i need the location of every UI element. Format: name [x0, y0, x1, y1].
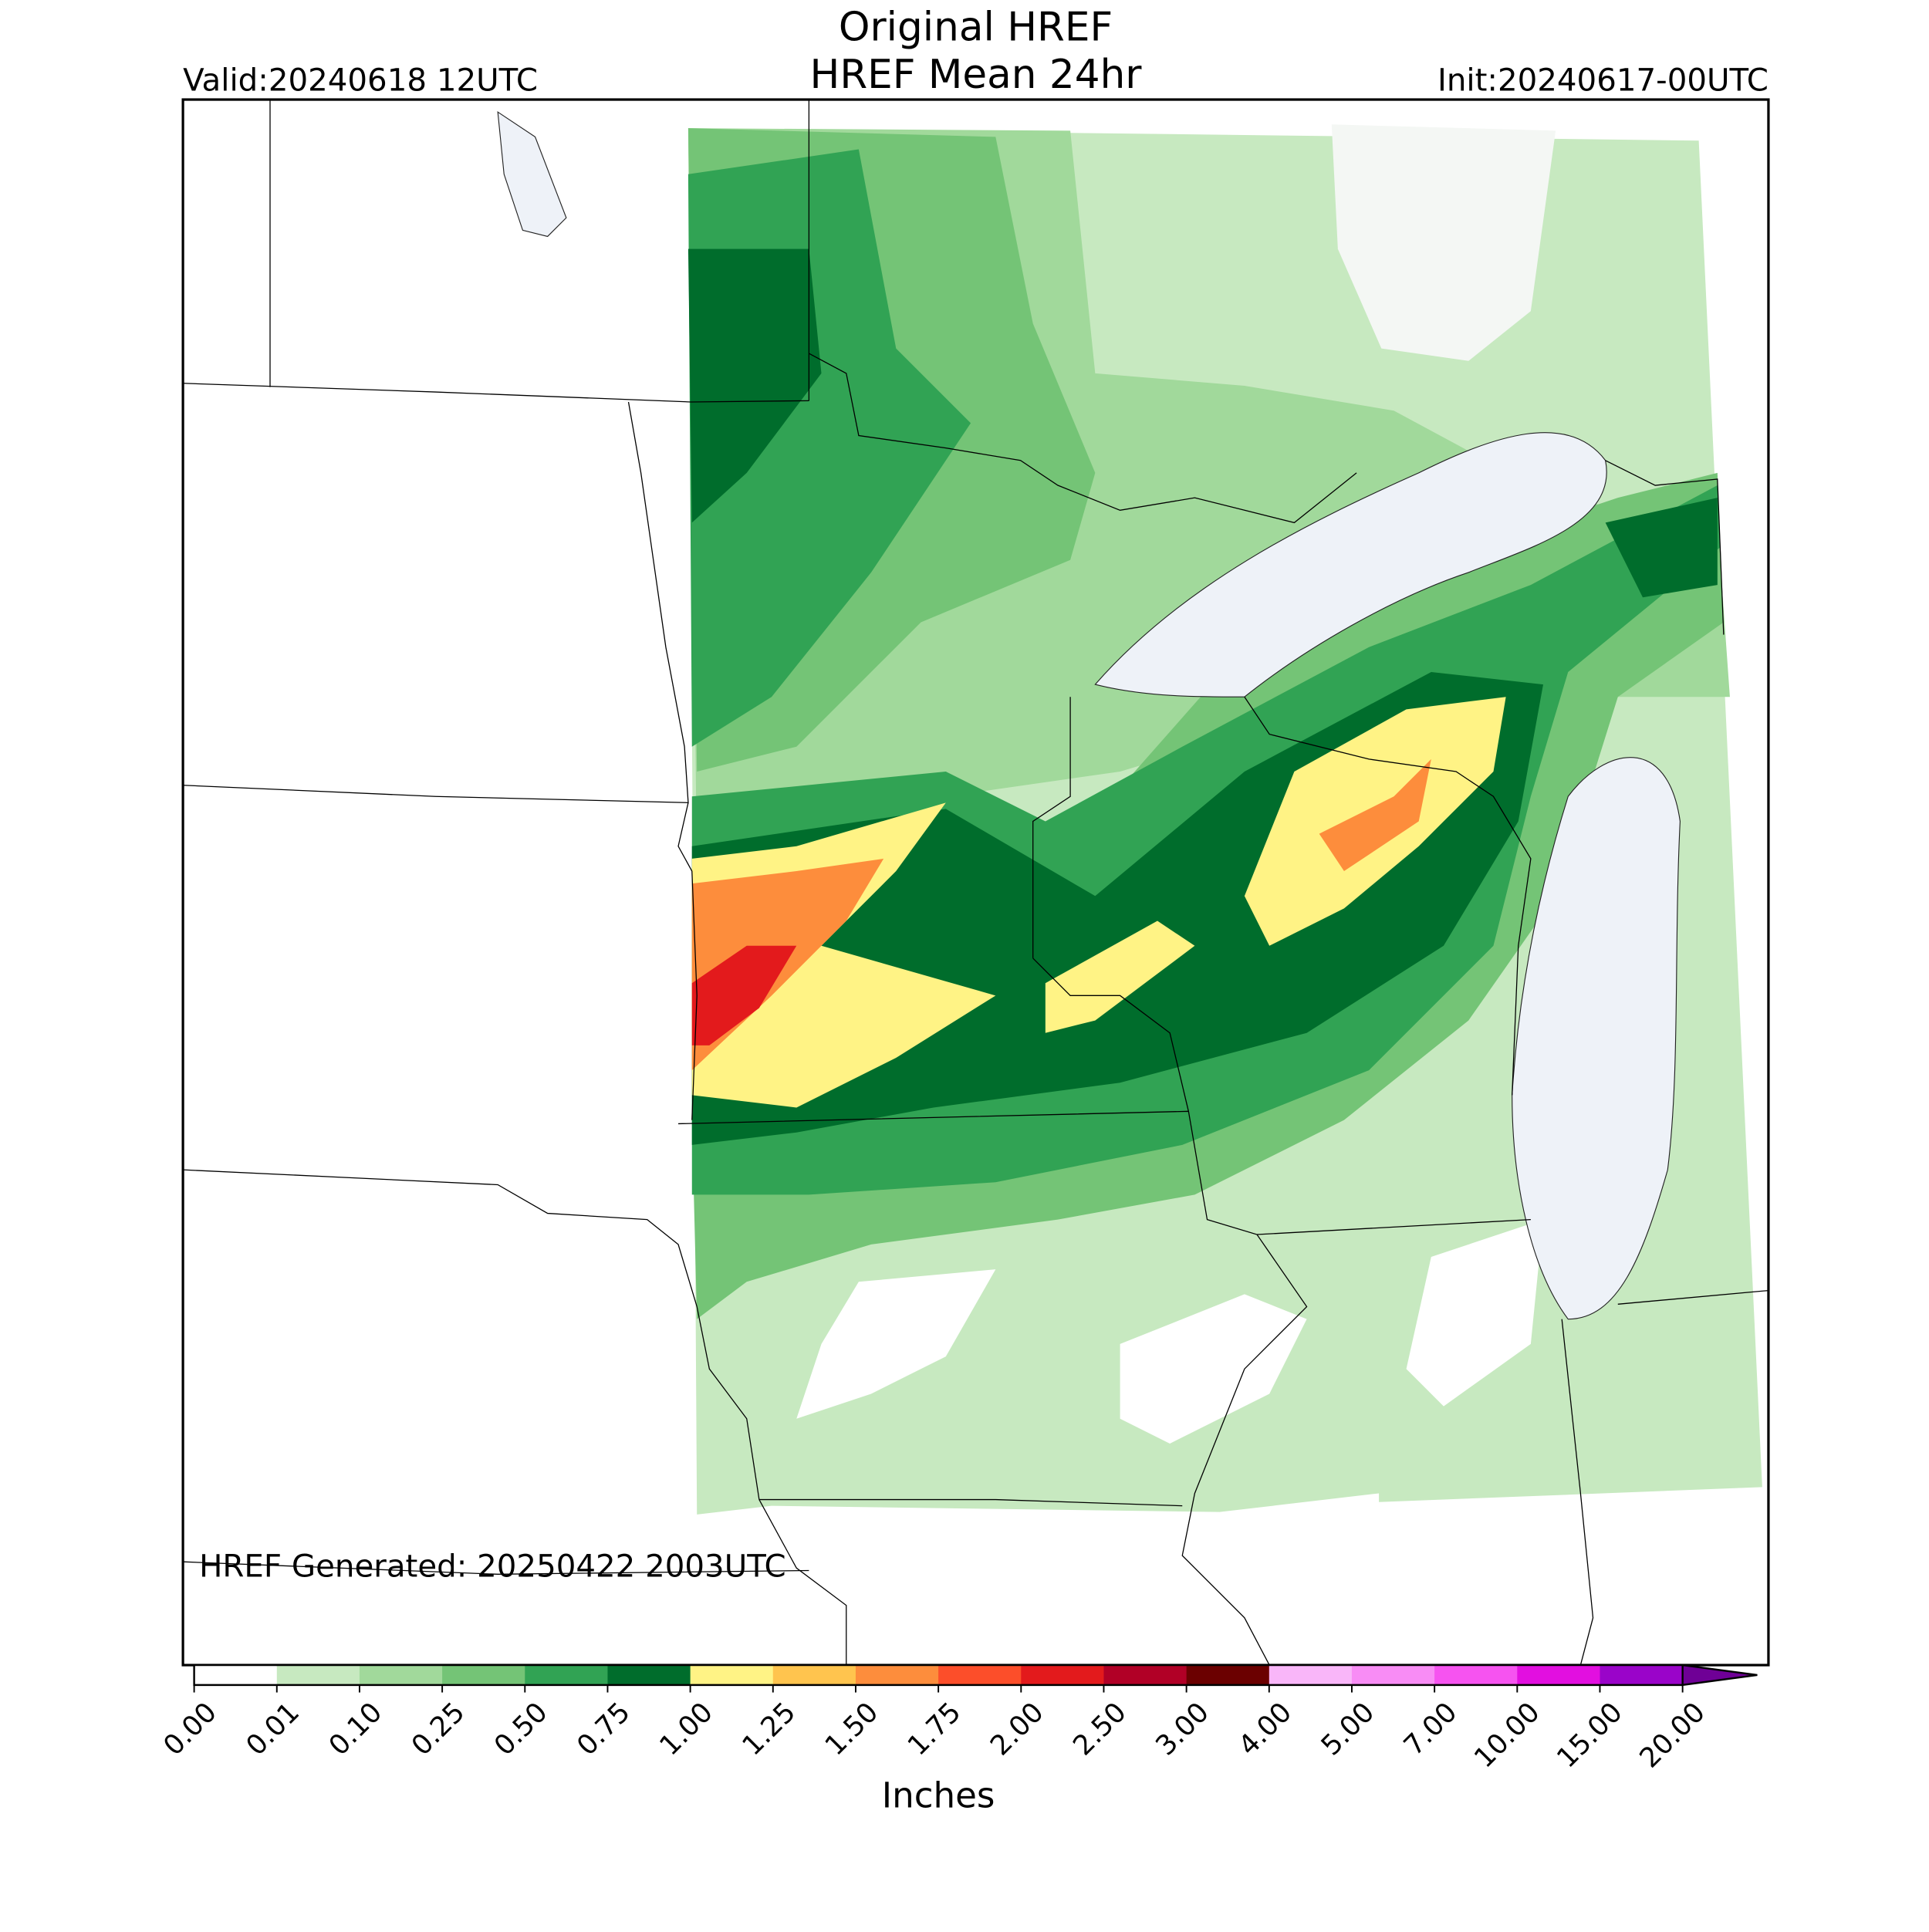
lake-superior [1094, 432, 1607, 697]
colorbar-swatch [442, 1665, 526, 1685]
precip-1.00 [1045, 920, 1195, 1033]
colorbar-swatch [1269, 1665, 1353, 1685]
border [1617, 1289, 1769, 1305]
subtitle: HREF Mean 24hr [810, 52, 1143, 98]
title: Original HREF [839, 5, 1113, 51]
colorbar-swatch [276, 1665, 360, 1685]
precip-0.75 [1605, 498, 1718, 598]
generated-note: HREF Generated: 20250422 2003UTC [199, 1548, 786, 1584]
border [1032, 958, 1189, 1112]
precip-1.50 [1319, 758, 1431, 872]
border [758, 1499, 847, 1666]
border [627, 401, 689, 803]
colorbar-swatch [772, 1665, 856, 1685]
border [1032, 697, 1071, 958]
dry-area [1331, 124, 1556, 361]
border [678, 1110, 1308, 1666]
border [183, 1169, 760, 1500]
border [183, 383, 809, 403]
border [183, 1561, 809, 1575]
border [758, 1498, 1183, 1507]
init-time: Init:20240617-00UTC [1437, 62, 1769, 98]
border [1561, 1319, 1594, 1666]
colorbar-swatch [607, 1665, 691, 1685]
colorbar-extension [1681, 1663, 1758, 1687]
border [1256, 1219, 1531, 1235]
lake-michigan [1512, 757, 1681, 1320]
colorbar-label: Inches [882, 1775, 995, 1816]
precip-2.00 [691, 945, 797, 1045]
valid-time: Valid:20240618 12UTC [183, 62, 538, 98]
precip-0.75 [687, 248, 822, 523]
dry-area [796, 1269, 996, 1419]
colorbar-swatch [1351, 1665, 1435, 1685]
colorbar-swatch [359, 1665, 443, 1685]
colorbar-swatch [1600, 1665, 1684, 1685]
colorbar-swatch [1103, 1665, 1187, 1685]
border [809, 353, 1357, 524]
colorbar-swatch [1517, 1665, 1601, 1685]
lake [497, 111, 567, 238]
colorbar-swatch [1434, 1665, 1519, 1685]
colorbar-outline [193, 1663, 1683, 1687]
map [183, 100, 1769, 1666]
border [1605, 460, 1725, 635]
colorbar-swatch [1186, 1665, 1270, 1685]
colorbar-swatch [194, 1665, 278, 1685]
dry-area [1120, 1294, 1307, 1444]
border [183, 785, 698, 1120]
colorbar-swatch [1021, 1665, 1105, 1685]
colorbar-swatch [938, 1665, 1022, 1685]
colorbar-swatch [525, 1665, 609, 1685]
colorbar-swatch [855, 1665, 939, 1685]
dry-area [1406, 1219, 1543, 1407]
colorbar-swatch [690, 1665, 774, 1685]
border [1244, 696, 1532, 1096]
